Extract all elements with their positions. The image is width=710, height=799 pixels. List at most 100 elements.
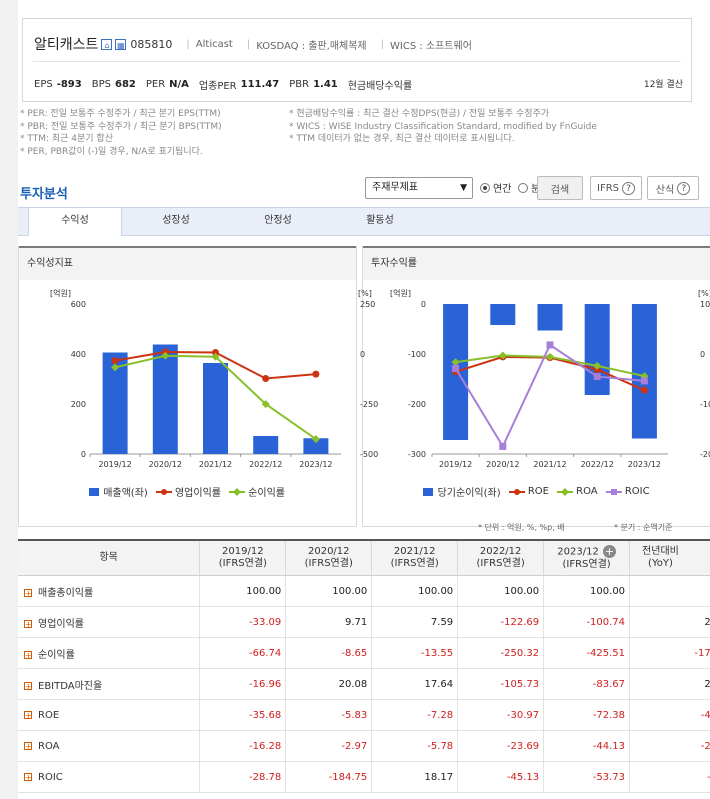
row-label-cell[interactable]: + 매출총이익률 [18, 575, 201, 607]
expand-plus-icon[interactable]: + [24, 681, 32, 691]
chart2-legend: 당기순이익(좌) ROE ROA ROIC [362, 484, 710, 499]
table-cell: -5.83 [285, 699, 373, 731]
table-cell: -105.73 [457, 668, 545, 700]
table-cell: 21.95 [629, 606, 710, 638]
bar-sales [152, 344, 178, 454]
table-row: + EBITDA마진율 -16.96 20.08 17.64 -105.73 -83.67 2… [18, 668, 710, 700]
help-icon: ? [677, 181, 691, 195]
legend-label: 매출액(좌) [103, 488, 148, 499]
right-tick-label: -200 [700, 450, 710, 459]
formula-button[interactable]: 산식? [647, 176, 699, 200]
legend-item[interactable]: ROA [556, 484, 598, 499]
row-label-cell[interactable]: + ROE [18, 699, 201, 731]
table-cell: 18.17 [371, 761, 459, 793]
table-cell: -100.74 [543, 606, 631, 638]
x-tick-label: 2020/12 [486, 460, 519, 469]
row-label-cell[interactable]: + 순이익률 [18, 637, 201, 669]
chevron-down-icon: ▼ [460, 183, 467, 193]
legend-item[interactable]: ROE [508, 484, 549, 499]
unit-note: * 단위 : 억원, %, %p, 배 [478, 523, 565, 532]
building-icon[interactable]: ▦ [115, 38, 127, 50]
row-label-cell[interactable]: + ROIC [18, 761, 201, 793]
company-market: KOSDAQ : 출판,매체복제 [256, 40, 367, 52]
line-swatch-icon [508, 488, 525, 495]
table-cell: 20.08 [285, 668, 373, 700]
metrics-row: EPS -893 BPS 682 PER N/A 업종PER 111.47 PB… [34, 77, 426, 92]
expand-plus-icon[interactable]: + [24, 772, 32, 782]
data-point [640, 377, 648, 385]
legend-label: ROIC [624, 486, 650, 497]
data-point [212, 348, 219, 356]
left-tick-label: 400 [71, 350, 86, 359]
data-point [312, 370, 320, 378]
tab-stability[interactable]: 안정성 [264, 215, 292, 226]
table-cell: -184.75 [285, 761, 373, 793]
tab-profitability[interactable]: 수익성 [28, 208, 122, 236]
quarter-note: * 분기 : 순액기준 [614, 523, 673, 532]
tab-activity[interactable]: 활동성 [366, 215, 394, 226]
expand-plus-icon[interactable]: + [24, 710, 32, 720]
bar-net-income [631, 304, 657, 439]
legend-item[interactable]: 매출액(좌) [88, 484, 148, 499]
ifrs-button[interactable]: IFRS? [590, 176, 642, 200]
legend-item[interactable]: 당기순이익(좌) [422, 484, 501, 499]
note: * PBR: 전일 보통주 수정주가 / 최근 분기 BPS(TTM) [20, 121, 222, 132]
radio-annual-label: 연간 [493, 184, 512, 195]
table-cell: -175.19 [629, 637, 710, 669]
table-cell: -5.78 [371, 730, 459, 762]
main-panel: 알티캐스트 ⌂ ▦ 085810 | Alticast | KOSDAQ : 출… [18, 0, 710, 799]
right-axis-label: [%] [358, 289, 372, 298]
table-row: + 영업이익률 -33.099.717.59-122.69-100.7421.95 [18, 606, 710, 638]
table-cell: 22.06 [629, 668, 710, 700]
plus-circle-icon[interactable]: + [602, 545, 616, 559]
expand-plus-icon[interactable]: + [24, 588, 32, 598]
data-point [546, 352, 554, 361]
row-label: 순이익률 [38, 649, 75, 661]
column-year: 전년대비 [642, 546, 679, 557]
note: * TTM: 최근 4분기 합산 [20, 134, 113, 145]
expand-plus-icon[interactable]: + [24, 650, 32, 660]
table-cell: -13.55 [371, 637, 459, 669]
right-tick-label: 0 [360, 350, 365, 359]
legend-item[interactable]: ROIC [605, 484, 650, 499]
formula-label: 산식 [655, 184, 675, 196]
search-button[interactable]: 검색 [537, 176, 583, 200]
x-tick-label: 2022/12 [581, 460, 614, 469]
data-table: 항목 2019/12 (IFRS연결) 2020/12 (IFRS연결) 2021/… [18, 539, 710, 793]
table-cell: -250.32 [457, 637, 545, 669]
bar-sales [203, 363, 228, 454]
company-english-name: Alticast [195, 38, 233, 50]
row-label: ROE [38, 709, 60, 721]
tab-growth[interactable]: 성장성 [162, 215, 190, 226]
table-cell: -122.69 [457, 606, 545, 638]
table-cell: -8.65 [285, 637, 373, 669]
table-cell: -8.60 [629, 761, 710, 793]
expand-plus-icon[interactable]: + [24, 741, 32, 751]
table-cell: -35.68 [199, 699, 287, 731]
data-point [452, 364, 460, 372]
column-header: 2020/12 (IFRS연결) [285, 539, 373, 576]
row-label: 매출총이익률 [38, 587, 94, 599]
radio-annual[interactable]: 연간 [480, 180, 511, 195]
line-swatch-icon [605, 488, 622, 495]
data-point [111, 363, 120, 372]
metric-label: BPS [91, 79, 111, 90]
row-label-cell[interactable]: + ROA [18, 730, 201, 762]
data-point [262, 375, 270, 383]
right-axis-label: [%] [698, 289, 710, 298]
legend-item[interactable]: 순이익률 [228, 484, 285, 499]
expand-plus-icon[interactable]: + [24, 619, 32, 629]
metric-label: PER [145, 79, 166, 90]
statement-select[interactable]: 주재무제표 ▼ [365, 177, 473, 199]
ifrs-label: IFRS [597, 182, 619, 194]
row-label-cell[interactable]: + EBITDA마진율 [18, 668, 201, 700]
chart-title: 투자수익률 [363, 246, 710, 280]
legend-item[interactable]: 영업이익률 [155, 484, 221, 499]
series-line-ROE [455, 355, 645, 392]
note: * 현금배당수익률 : 최근 결산 수정DPS(현금) / 전일 보통주 수정주… [289, 109, 550, 119]
home-icon[interactable]: ⌂ [101, 38, 113, 50]
row-label-cell[interactable]: + 영업이익률 [18, 606, 201, 638]
note: * WICS : WISE Industry Classification St… [289, 121, 597, 132]
table-cell: -30.97 [457, 699, 545, 731]
